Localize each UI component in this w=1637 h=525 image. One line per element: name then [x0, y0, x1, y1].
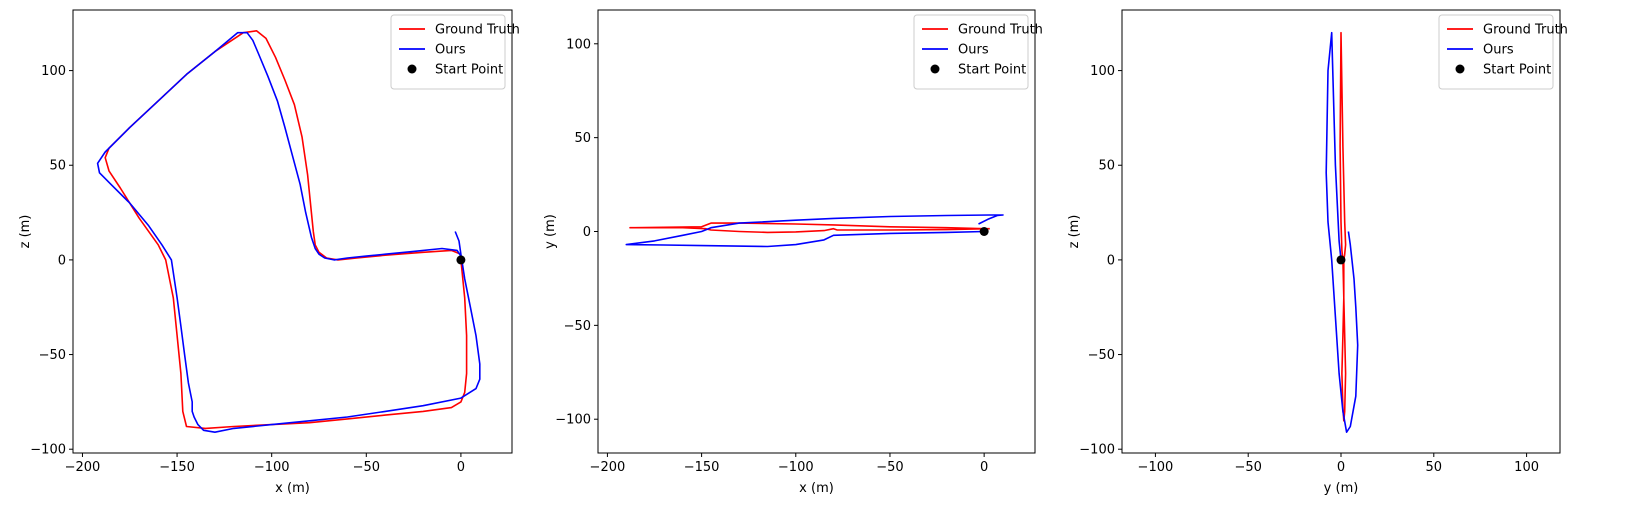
legend-label: Ours [1483, 43, 1514, 58]
y-tick-label: −100 [30, 443, 66, 458]
x-axis-label: y (m) [1324, 481, 1359, 496]
x-tick-label: −150 [159, 460, 195, 475]
legend: Ground Truth Ours Start Point [390, 14, 520, 90]
y-axis-label: z (m) [18, 215, 33, 249]
y-tick-label: −50 [39, 348, 66, 363]
start-point-marker [979, 227, 989, 236]
x-tick-label: 0 [1337, 460, 1345, 475]
subplot-1: −200 −150 −100 −50 0 −100 −50 0 50 100 x (m) z (m) G… [18, 9, 520, 496]
x-tick-label: 0 [457, 460, 465, 475]
x-tick-label: −150 [684, 460, 720, 475]
series-line-ground-truth [104, 29, 468, 430]
y-tick-label: 0 [583, 225, 591, 240]
legend: Ground Truth Ours Start Point [1438, 14, 1568, 90]
subplot-2: −200 −150 −100 −50 0 −100 −50 0 50 100 x (m) y (m) G… [543, 9, 1043, 496]
series-line-ground-truth [1339, 31, 1347, 422]
x-tick-label: −50 [1234, 460, 1261, 475]
series-line-ground-truth [629, 222, 990, 234]
y-tick-label: 0 [58, 253, 66, 268]
legend-label: Start Point [1483, 63, 1551, 78]
y-tick-label: 50 [49, 159, 66, 174]
y-tick-label: 0 [1107, 253, 1115, 268]
axes-frame [72, 9, 513, 454]
series-line-ours [1325, 31, 1359, 434]
legend-box [913, 14, 1029, 90]
x-tick-label: −200 [590, 460, 626, 475]
series-line-ours [625, 214, 1004, 248]
y-tick-label: 100 [41, 64, 66, 79]
x-tick-label: −100 [778, 460, 814, 475]
x-tick-label: −200 [65, 460, 101, 475]
x-tick-label: 100 [1514, 460, 1539, 475]
legend-marker [407, 64, 417, 74]
y-tick-label: −100 [555, 413, 591, 428]
x-axis-label: x (m) [275, 481, 310, 496]
x-tick-label: 50 [1426, 460, 1443, 475]
legend-label: Start Point [435, 63, 503, 78]
subplot-3: −100 −50 0 50 100 −100 −50 0 50 100 y (m) z (m) Grou… [1067, 9, 1568, 496]
y-tick-label: −50 [1088, 348, 1115, 363]
y-tick-label: 100 [1090, 64, 1115, 79]
x-axis-label: x (m) [799, 481, 834, 496]
start-point-marker [456, 255, 466, 265]
series-line-ours [96, 31, 481, 434]
legend-marker [1455, 64, 1465, 74]
legend-label: Ground Truth [435, 23, 520, 38]
legend-label: Ours [435, 43, 466, 58]
y-tick-label: 50 [1098, 159, 1115, 174]
legend-box [1438, 14, 1554, 90]
y-axis-label: z (m) [1067, 215, 1082, 249]
start-point-marker [1336, 255, 1346, 265]
legend-label: Start Point [958, 63, 1026, 78]
x-tick-label: −50 [353, 460, 380, 475]
legend-label: Ours [958, 43, 989, 58]
x-tick-label: −100 [1138, 460, 1174, 475]
legend-box [390, 14, 506, 90]
legend: Ground Truth Ours Start Point [913, 14, 1043, 90]
y-tick-label: −50 [564, 319, 591, 334]
x-tick-label: 0 [980, 460, 988, 475]
x-tick-label: −100 [254, 460, 290, 475]
y-tick-label: 50 [574, 131, 591, 146]
y-tick-label: 100 [566, 37, 591, 52]
x-tick-label: −50 [876, 460, 903, 475]
y-axis-label: y (m) [543, 214, 558, 249]
y-tick-label: −100 [1079, 443, 1115, 458]
legend-label: Ground Truth [1483, 23, 1568, 38]
legend-label: Ground Truth [958, 23, 1043, 38]
legend-marker [930, 64, 940, 74]
